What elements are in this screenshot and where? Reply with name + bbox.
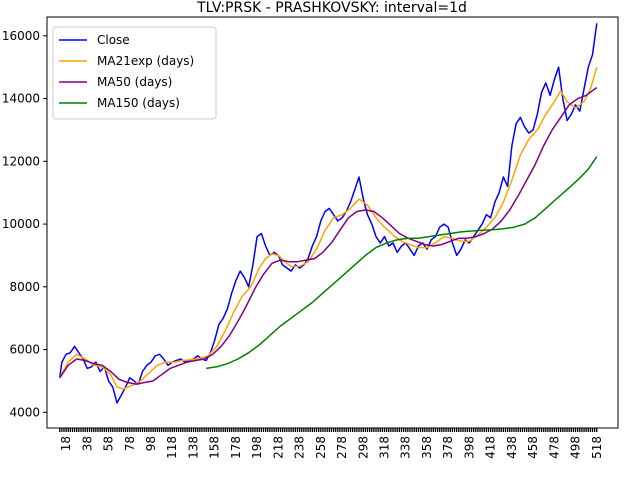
x-tick-label: 118	[165, 436, 179, 459]
x-tick-label: 258	[314, 436, 328, 459]
x-tick-label: 318	[378, 436, 392, 459]
x-tick-label: 498	[569, 436, 583, 459]
x-tick-label: 398	[462, 436, 476, 459]
x-tick-label: 18	[59, 436, 73, 451]
y-axis: 4000 6000 8000 10000 12000 14000 16000	[2, 29, 47, 419]
x-tick-label: 278	[335, 436, 349, 459]
x-tick-label: 438	[505, 436, 519, 459]
x-tick-label: 138	[186, 436, 200, 459]
plot-frame	[46, 16, 619, 429]
x-tick-label: 58	[102, 436, 116, 451]
series-lines	[58, 23, 598, 404]
x-tick-label: 218	[271, 436, 285, 459]
chart-title: TLV:PRSK - PRASHKOVSKY: interval=1d	[196, 0, 467, 16]
x-axis: 18 38 58 78 98 118 138 158 178 198 218 238 258 278 298…	[59, 428, 604, 459]
x-tick-label: 518	[590, 436, 604, 459]
x-tick-label: 98	[144, 436, 158, 451]
legend-label: Close	[97, 33, 130, 47]
y-tick-label: 6000	[9, 343, 40, 357]
x-tick-label: 458	[526, 436, 540, 459]
x-tick-label: 298	[356, 436, 370, 459]
legend-label: MA50 (days)	[97, 75, 172, 89]
series-line	[59, 86, 598, 385]
y-tick-label: 16000	[2, 29, 40, 43]
x-tick-label: 338	[399, 436, 413, 459]
series-line	[58, 23, 598, 404]
x-tick-label: 378	[441, 436, 455, 459]
legend: Close MA21exp (days) MA50 (days) MA150 (day…	[52, 26, 217, 120]
x-tick-label: 478	[547, 436, 561, 459]
x-tick-label: 158	[208, 436, 222, 459]
y-tick-label: 14000	[2, 92, 40, 106]
x-tick-label: 358	[420, 436, 434, 459]
x-tick-label: 418	[484, 436, 498, 459]
series-line	[59, 66, 598, 390]
y-tick-label: 10000	[2, 217, 40, 231]
legend-label: MA150 (days)	[97, 96, 180, 110]
y-tick-label: 4000	[9, 405, 40, 419]
y-tick-label: 12000	[2, 154, 40, 168]
legend-box	[52, 26, 217, 120]
x-tick-label: 78	[123, 436, 137, 451]
x-tick-label: 238	[293, 436, 307, 459]
series-line	[206, 156, 598, 370]
legend-label: MA21exp (days)	[97, 54, 194, 68]
x-tick-label: 178	[229, 436, 243, 459]
x-tick-label: 38	[80, 436, 94, 451]
x-tick-label: 198	[250, 436, 264, 459]
y-tick-label: 8000	[9, 280, 40, 294]
